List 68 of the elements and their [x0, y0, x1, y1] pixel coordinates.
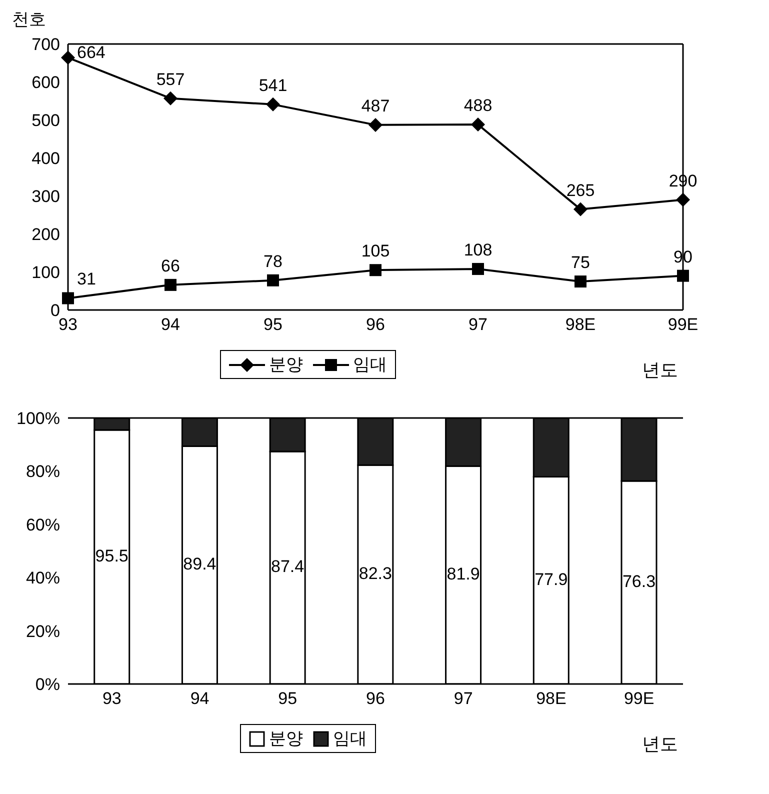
x-tick-label: 98E [536, 689, 566, 708]
point [370, 264, 382, 276]
data-label: 76.3 [622, 572, 656, 592]
data-label: 31 [77, 270, 96, 289]
point [266, 97, 280, 112]
x-tick-label: 98E [565, 315, 596, 334]
data-label: 265 [566, 180, 595, 200]
data-label: 66 [161, 256, 180, 276]
x-tick-label: 95 [264, 315, 282, 334]
point [164, 278, 176, 291]
point [368, 118, 382, 132]
data-label: 541 [258, 76, 288, 95]
point [677, 270, 689, 282]
legend-label: 임대 [352, 354, 387, 376]
y-tick-label: 0% [35, 675, 60, 694]
y-tick-label: 100% [16, 409, 60, 428]
legend-label: 임대 [332, 728, 367, 750]
legend-label: 분양 [268, 354, 303, 376]
x-tick-label: 97 [468, 315, 488, 334]
x-axis-title: 년도 [642, 359, 678, 382]
x-tick-label: 96 [366, 689, 385, 708]
data-label: 81.9 [446, 564, 480, 584]
point [62, 292, 74, 304]
data-label: 78 [264, 252, 282, 271]
data-label: 664 [77, 43, 106, 62]
point [676, 192, 690, 207]
point [61, 50, 75, 65]
legend-label: 분양 [268, 728, 303, 750]
data-label: 95.5 [95, 546, 128, 566]
y-axis-title: 천호 [11, 9, 47, 30]
data-label: 75 [571, 252, 590, 272]
y-tick-label: 0 [50, 301, 60, 320]
data-label: 108 [464, 240, 492, 260]
data-label: 89.4 [183, 554, 216, 574]
data-label: 487 [361, 96, 390, 116]
x-tick-label: 96 [366, 315, 385, 334]
y-tick-label: 40% [26, 568, 60, 588]
y-tick-label: 80% [26, 462, 60, 482]
point [164, 91, 178, 106]
point [472, 262, 484, 275]
y-tick-label: 600 [32, 73, 60, 92]
x-tick-label: 94 [190, 689, 210, 708]
x-tick-label: 97 [454, 689, 473, 708]
y-tick-label: 60% [26, 515, 60, 534]
data-label: 557 [156, 70, 185, 89]
data-label: 87.4 [271, 557, 304, 576]
point [471, 118, 485, 132]
point [574, 202, 588, 216]
point [574, 276, 586, 288]
x-tick-label: 93 [102, 689, 122, 708]
y-tick-label: 300 [32, 187, 60, 206]
data-label: 77.9 [534, 570, 568, 589]
x-tick-label: 94 [161, 315, 180, 334]
y-tick-label: 400 [32, 149, 60, 168]
data-label: 488 [464, 96, 492, 116]
x-tick-label: 95 [278, 689, 298, 708]
y-tick-label: 20% [26, 622, 60, 641]
data-label: 105 [361, 242, 390, 261]
data-label: 82.3 [358, 564, 392, 584]
y-tick-label: 100 [32, 263, 60, 282]
y-tick-label: 200 [32, 225, 60, 244]
x-tick-label: 99E [668, 315, 698, 334]
y-tick-label: 700 [32, 35, 60, 54]
x-tick-label: 99E [624, 689, 654, 708]
x-axis-title: 년도 [642, 733, 678, 756]
point [267, 274, 279, 286]
y-tick-label: 500 [32, 111, 60, 130]
x-tick-label: 93 [58, 315, 78, 334]
